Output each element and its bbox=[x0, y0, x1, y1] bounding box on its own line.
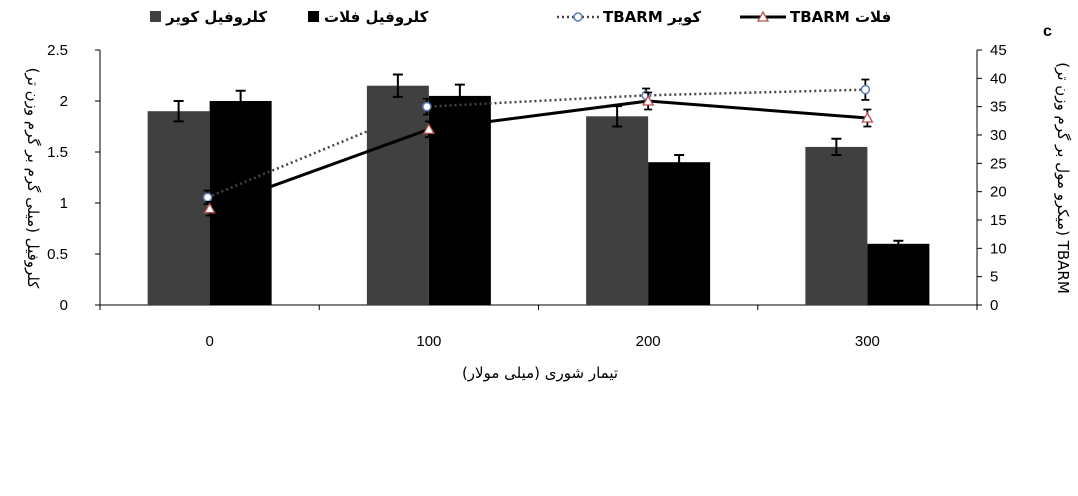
line-point-1-3 bbox=[861, 111, 874, 123]
line-0 bbox=[207, 88, 866, 199]
line-point-1-0 bbox=[203, 202, 216, 214]
bar-error-s0-1 bbox=[392, 73, 403, 98]
line-point-0-0 bbox=[202, 192, 213, 203]
y-axis-right-ticks: 0 5 10 15 20 25 30 35 40 45 bbox=[977, 42, 1007, 314]
legend-marker-plateau-tbarm bbox=[740, 10, 786, 22]
y-tick-label-3: 1.5 bbox=[47, 144, 68, 161]
y2-tick-label-9: 45 bbox=[990, 42, 1007, 59]
legend-label-plateau-tbarm: TBARM فلات bbox=[790, 8, 891, 26]
y2-tick-label-6: 30 bbox=[990, 127, 1007, 144]
legend-label-desert-tbarm: TBARM کویر bbox=[603, 8, 701, 26]
y-axis-left-title: کلروفیل (میلی گرم بر گرم وزن تر) bbox=[24, 68, 42, 290]
x-tick-label-0: 0 bbox=[205, 333, 213, 350]
line-point-1-1 bbox=[422, 122, 435, 134]
y2-tick-label-4: 20 bbox=[990, 184, 1007, 201]
bar-error-s1-0 bbox=[235, 89, 246, 113]
bar-s1-3 bbox=[867, 243, 930, 305]
bar-error-s1-2 bbox=[674, 154, 685, 171]
y2-tick-label-2: 10 bbox=[990, 240, 1007, 257]
bar-error-s1-3 bbox=[893, 239, 904, 248]
line-point-0-1 bbox=[422, 101, 432, 112]
y2-tick-label-1: 5 bbox=[990, 269, 998, 286]
bar-error-s0-0 bbox=[173, 100, 184, 123]
bar-s1-1 bbox=[428, 95, 491, 306]
y-axis-right-title: TBARM (میکرو مول بر گرم وزن تر) bbox=[1054, 62, 1072, 294]
line-1 bbox=[209, 99, 868, 211]
legend-swatch-desert-chlorophyll bbox=[150, 11, 161, 22]
x-tick-label-2: 200 bbox=[636, 333, 661, 350]
legend-label-plateau-chlorophyll: کلروفیل فلات bbox=[324, 8, 429, 26]
y2-tick-label-7: 35 bbox=[990, 99, 1007, 116]
legend-marker-desert-tbarm bbox=[557, 12, 599, 22]
bar-s0-3 bbox=[805, 146, 868, 305]
x-axis-title: تیمار شوری (میلی مولار) bbox=[462, 364, 618, 382]
y2-tick-label-3: 15 bbox=[990, 212, 1007, 229]
line-point-0-3 bbox=[860, 84, 871, 95]
y-tick-label-2: 1 bbox=[60, 195, 68, 212]
bar-s0-2 bbox=[586, 116, 649, 305]
x-tick-label-3: 300 bbox=[855, 333, 880, 350]
line-point-1-2 bbox=[642, 94, 655, 106]
y-axis-left-ticks: 0 0.5 1 1.5 2 2.5 bbox=[47, 42, 100, 314]
panel-label: c bbox=[1043, 23, 1052, 40]
bar-error-s1-1 bbox=[454, 83, 465, 109]
bar-s1-2 bbox=[648, 162, 711, 305]
y2-tick-label-0: 0 bbox=[990, 297, 998, 314]
x-tick-label-1: 100 bbox=[416, 333, 441, 350]
legend: کلروفیل کویر کلروفیل فلات TBARM کویر TBA… bbox=[150, 8, 891, 26]
bars bbox=[147, 73, 930, 306]
lines bbox=[202, 78, 874, 217]
x-axis-ticks: 0 100 200 300 bbox=[99, 305, 978, 350]
y-tick-label-0: 0 bbox=[60, 297, 68, 314]
y-tick-label-1: 0.5 bbox=[47, 246, 68, 263]
y-tick-label-5: 2.5 bbox=[47, 42, 68, 59]
y2-tick-label-5: 25 bbox=[990, 155, 1007, 172]
bar-s0-0 bbox=[147, 111, 210, 305]
y-tick-label-4: 2 bbox=[60, 93, 68, 110]
bar-error-s0-3 bbox=[831, 137, 842, 157]
bar-s0-1 bbox=[366, 85, 429, 305]
y2-tick-label-8: 40 bbox=[990, 70, 1007, 87]
legend-swatch-plateau-chlorophyll bbox=[308, 11, 319, 22]
legend-label-desert-chlorophyll: کلروفیل کویر bbox=[165, 8, 267, 26]
bar-s1-0 bbox=[209, 101, 272, 305]
